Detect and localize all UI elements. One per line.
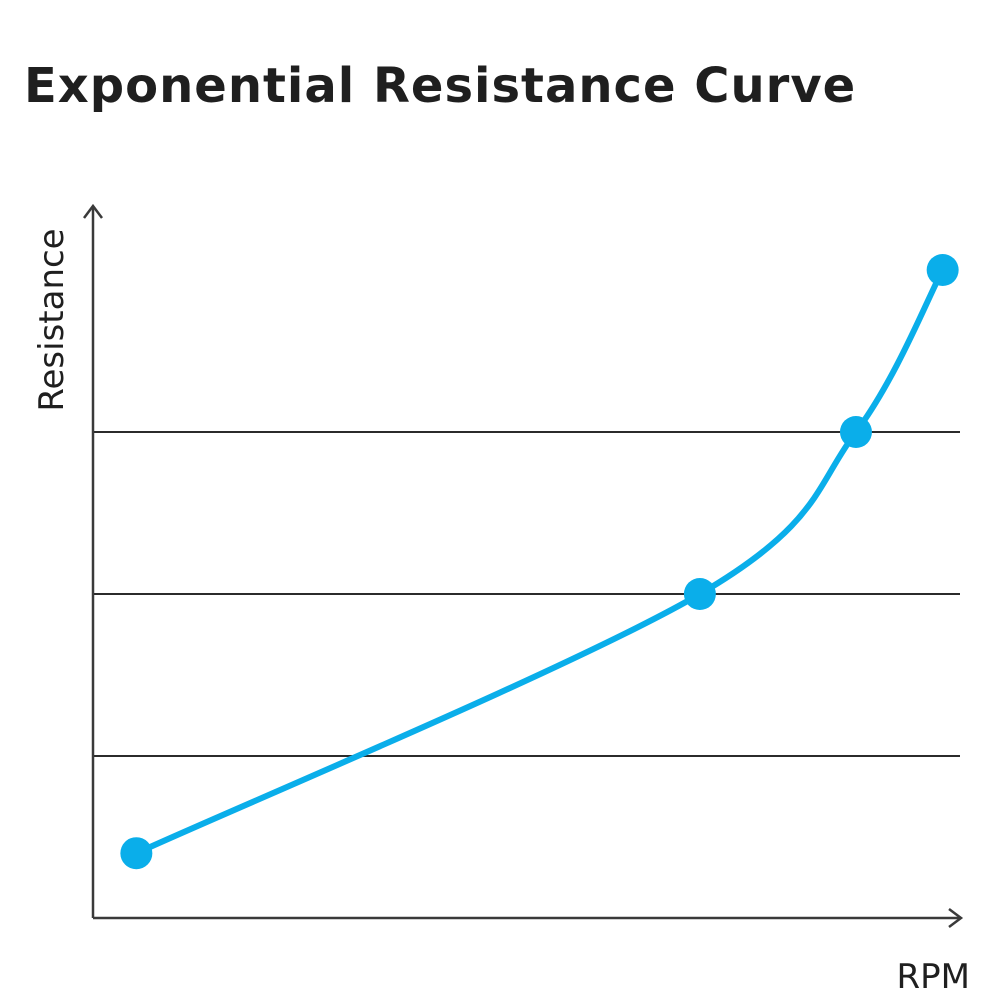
data-point-2	[683, 578, 716, 610]
data-point-4	[926, 254, 959, 286]
y-axis-arrowhead	[83, 203, 103, 219]
y-axis-label: Resistance	[32, 228, 72, 411]
data-points	[120, 254, 959, 870]
data-point-3	[839, 416, 872, 448]
series-line	[133, 267, 946, 857]
resistance-curve	[133, 267, 946, 857]
gridlines	[93, 431, 960, 757]
chart-title: Exponential Resistance Curve	[24, 58, 857, 114]
axes	[83, 203, 964, 928]
x-axis-label: RPM	[897, 957, 970, 997]
data-point-1	[120, 837, 153, 870]
x-axis-arrowhead	[948, 908, 964, 928]
